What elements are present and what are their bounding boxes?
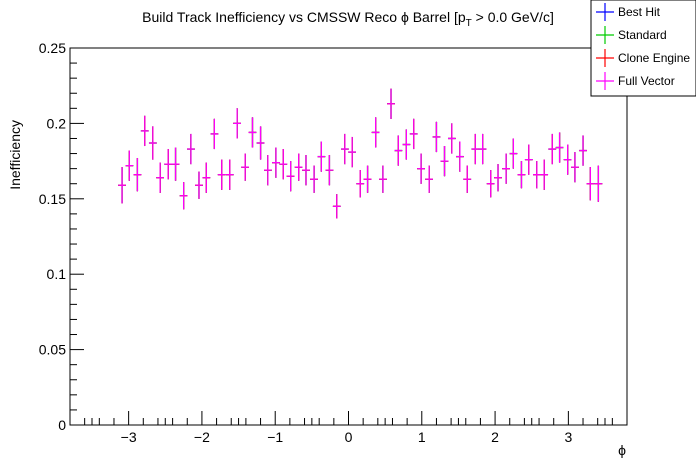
- legend-label: Standard: [618, 28, 667, 42]
- data-point: [272, 147, 280, 178]
- data-point: [286, 161, 295, 192]
- data-point: [217, 159, 226, 190]
- data-point: [202, 162, 211, 193]
- legend-item: Clone Engine: [596, 49, 690, 67]
- data-point: [463, 165, 472, 193]
- data-point: [317, 141, 326, 172]
- data-point: [140, 115, 149, 147]
- data-point: [171, 147, 180, 181]
- data-point: [195, 171, 203, 199]
- y-tick-label: 0.05: [39, 342, 66, 358]
- data-point: [371, 117, 380, 148]
- x-tick-label: −3: [121, 429, 137, 445]
- data-point: [279, 149, 288, 180]
- data-point: [571, 152, 579, 183]
- legend: Best Hit Standard Clone Engine Full Vector: [590, 0, 696, 97]
- y-tick-label: 0.1: [47, 266, 67, 282]
- y-axis-label: Inefficiency: [7, 120, 23, 190]
- data-point: [294, 153, 303, 181]
- data-point: [517, 161, 526, 189]
- data-points: [118, 88, 603, 219]
- data-point: [524, 144, 533, 175]
- data-point: [133, 158, 142, 192]
- data-point: [471, 133, 480, 165]
- y-tick-label: 0.25: [39, 40, 66, 56]
- data-point: [248, 117, 257, 148]
- data-point: [225, 159, 234, 190]
- data-point: [233, 108, 241, 139]
- x-tick-label: 1: [418, 429, 426, 445]
- series-full-vector: [118, 88, 603, 219]
- legend-label: Full Vector: [618, 74, 675, 88]
- data-point: [264, 155, 272, 186]
- data-point: [509, 138, 518, 169]
- data-point: [156, 162, 164, 193]
- x-tick-label: 3: [564, 429, 572, 445]
- data-point: [210, 118, 219, 150]
- data-point: [594, 165, 603, 202]
- data-point: [363, 165, 372, 193]
- legend-label: Clone Engine: [618, 51, 690, 65]
- data-point: [533, 161, 541, 189]
- data-point: [447, 123, 456, 154]
- legend-item: Full Vector: [596, 72, 675, 90]
- data-point: [310, 165, 318, 193]
- y-tick-label: 0.15: [39, 191, 66, 207]
- legend-box: [590, 0, 696, 97]
- legend-label: Best Hit: [618, 5, 661, 19]
- data-point: [440, 146, 449, 177]
- data-point: [540, 159, 549, 190]
- data-point: [125, 150, 134, 181]
- x-tick-label: −2: [194, 429, 210, 445]
- y-tick-label: 0: [58, 417, 66, 433]
- data-point: [179, 182, 188, 210]
- data-point: [241, 153, 250, 181]
- data-point: [456, 141, 464, 172]
- data-point: [409, 118, 418, 150]
- x-tick-label: 0: [345, 429, 353, 445]
- data-point: [486, 170, 495, 198]
- axis-ticks: 0 0.05 0.1 0.15 0.2 0.25 −3 −2 −1 0 1 2 3: [39, 40, 613, 445]
- chart-title: Build Track Inefficiency vs CMSSW Reco ϕ…: [142, 9, 554, 29]
- data-point: [148, 126, 157, 160]
- legend-item: Best Hit: [596, 3, 661, 21]
- x-axis-label: ϕ: [618, 442, 626, 458]
- data-point: [302, 155, 310, 186]
- data-point: [118, 167, 126, 204]
- data-point: [586, 167, 595, 201]
- y-tick-label: 0.2: [47, 115, 67, 131]
- data-point: [187, 133, 195, 165]
- data-point: [478, 133, 487, 165]
- data-point: [402, 129, 411, 160]
- data-point: [256, 126, 265, 160]
- data-point: [379, 165, 387, 193]
- x-tick-label: −1: [267, 429, 283, 445]
- data-point: [548, 133, 557, 165]
- data-point: [425, 165, 433, 193]
- data-point: [164, 149, 173, 180]
- data-point: [563, 144, 572, 175]
- data-point: [340, 133, 349, 165]
- data-point: [356, 170, 365, 198]
- data-point: [555, 132, 564, 163]
- x-tick-label: 2: [491, 429, 499, 445]
- data-point: [348, 136, 357, 168]
- data-point: [432, 121, 441, 153]
- data-point: [502, 153, 510, 184]
- legend-item: Standard: [596, 26, 667, 44]
- data-point: [579, 135, 587, 166]
- data-point: [325, 155, 334, 186]
- data-point: [394, 135, 403, 166]
- data-point: [387, 88, 395, 119]
- data-point: [494, 164, 502, 192]
- data-point: [417, 153, 425, 184]
- data-point: [332, 194, 341, 219]
